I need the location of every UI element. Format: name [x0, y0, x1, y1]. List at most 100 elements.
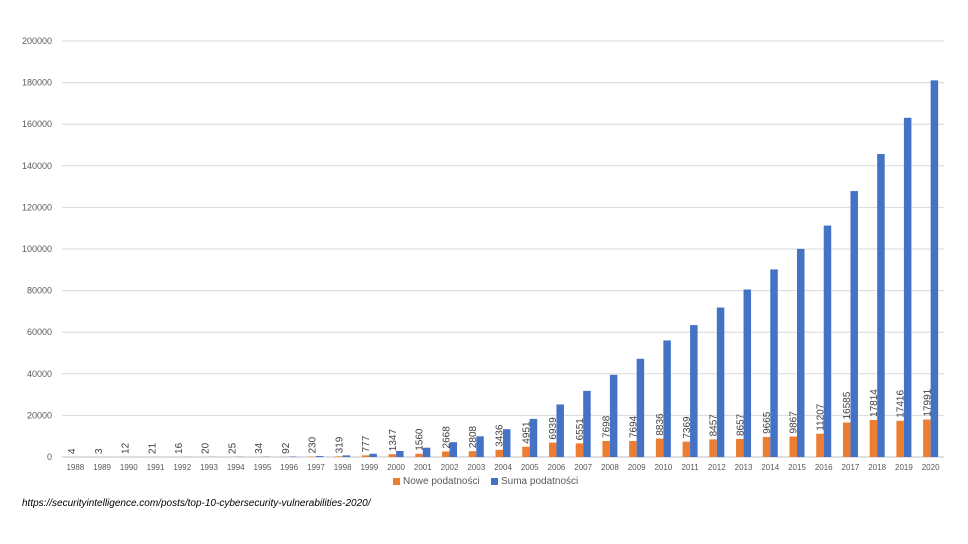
data-label: 9867: [789, 411, 800, 434]
x-tick-label: 1988: [66, 463, 84, 472]
bar-suma-podatnosci: [529, 418, 538, 457]
legend-swatch-nowe: [393, 478, 400, 485]
data-label: 7369: [682, 416, 693, 439]
legend: Nowe podatności Suma podatności: [393, 476, 578, 487]
bar-nowe-podatnosci: [522, 446, 530, 457]
x-tick-label: 2005: [521, 463, 539, 472]
x-tick-label: 2013: [735, 463, 753, 472]
y-tick-label: 20000: [27, 410, 52, 420]
data-label: 16585: [842, 391, 853, 419]
x-tick-label: 2003: [467, 463, 485, 472]
y-tick-label: 120000: [22, 202, 52, 212]
x-tick-label: 1997: [307, 463, 325, 472]
data-label: 20: [201, 442, 212, 454]
data-label: 16: [174, 442, 185, 454]
bar-suma-podatnosci: [930, 80, 939, 458]
bar-suma-podatnosci: [877, 154, 885, 457]
bar-nowe-podatnosci: [709, 439, 717, 457]
bar-nowe-podatnosci: [575, 443, 584, 457]
bars: [67, 80, 939, 458]
x-tick-label: 2006: [548, 463, 566, 472]
bar-suma-podatnosci: [315, 456, 324, 457]
data-label: 1560: [415, 428, 426, 451]
x-tick-label: 2012: [708, 463, 726, 472]
data-label: 17991: [922, 388, 933, 416]
x-tick-label: 1998: [334, 463, 352, 472]
x-tick-label: 2020: [922, 463, 940, 472]
bar-nowe-podatnosci: [388, 454, 397, 457]
source-caption: https://securityintelligence.com/posts/t…: [22, 498, 371, 509]
x-tick-label: 2000: [387, 463, 405, 472]
data-label: 2668: [441, 426, 452, 449]
bar-suma-podatnosci: [369, 453, 377, 457]
bar-suma-podatnosci: [743, 289, 752, 457]
bar-suma-podatnosci: [850, 191, 858, 457]
x-tick-label: 2007: [574, 463, 592, 472]
bar-nowe-podatnosci: [361, 455, 370, 457]
bar-nowe-podatnosci: [789, 436, 797, 457]
legend-swatch-suma: [491, 478, 498, 485]
bar-suma-podatnosci: [663, 340, 671, 457]
x-tick-label: 1993: [200, 463, 218, 472]
bar-nowe-podatnosci: [548, 442, 557, 457]
x-tick-label: 1989: [93, 463, 111, 472]
bar-suma-podatnosci: [903, 117, 912, 457]
bar-nowe-podatnosci: [682, 441, 691, 457]
data-label: 12: [121, 442, 132, 454]
data-label: 34: [254, 442, 265, 454]
bar-nowe-podatnosci: [442, 451, 450, 457]
bar-suma-podatnosci: [823, 225, 832, 457]
bar-suma-podatnosci: [556, 404, 564, 457]
x-tick-label: 2015: [788, 463, 806, 472]
x-tick-label: 2017: [842, 463, 860, 472]
data-label: 319: [334, 436, 345, 453]
x-tick-label: 2010: [654, 463, 672, 472]
data-label: 777: [361, 435, 372, 452]
data-labels: 4 3 12 21 16 20 25 34 92 230 319 777 1347 1560 2668 280…: [67, 388, 933, 454]
x-tick-label: 1992: [173, 463, 191, 472]
x-tick-label: 1990: [120, 463, 138, 472]
y-tick-label: 180000: [22, 78, 52, 88]
data-label: 11207: [815, 403, 826, 431]
y-tick-label: 160000: [22, 119, 52, 129]
x-tick-label: 1994: [227, 463, 245, 472]
data-label: 17814: [869, 389, 880, 417]
bar-nowe-podatnosci: [869, 419, 878, 457]
y-tick-label: 140000: [22, 161, 52, 171]
x-axis: 1988 1989 1990 1991 1992 1993 1994 1995 1996 1997…: [66, 463, 940, 472]
x-tick-label: 2014: [761, 463, 779, 472]
y-axis: 0 20000 40000 60000 80000 100000 120000 140000 1…: [22, 36, 52, 462]
x-tick-label: 2009: [628, 463, 646, 472]
data-label: 21: [147, 442, 158, 454]
bar-suma-podatnosci: [476, 436, 484, 457]
x-tick-label: 2019: [895, 463, 913, 472]
y-tick-label: 60000: [27, 327, 52, 337]
bar-suma-podatnosci: [342, 455, 351, 457]
bar-suma-podatnosci: [797, 248, 805, 457]
bar-nowe-podatnosci: [923, 419, 931, 457]
y-tick-label: 0: [47, 452, 52, 462]
bar-suma-podatnosci: [422, 447, 431, 457]
data-label: 92: [281, 442, 292, 454]
data-label: 8836: [655, 413, 666, 436]
data-label: 3: [94, 448, 105, 454]
data-label: 230: [308, 436, 319, 453]
data-label: 17416: [896, 390, 907, 418]
bar-suma-podatnosci: [583, 390, 591, 457]
x-tick-label: 2001: [414, 463, 432, 472]
bar-nowe-podatnosci: [468, 451, 477, 457]
legend-label-suma: Suma podatności: [501, 476, 578, 487]
data-label: 9665: [762, 411, 773, 434]
bar-nowe-podatnosci: [842, 422, 851, 457]
data-label: 6551: [575, 418, 586, 441]
y-tick-label: 200000: [22, 36, 52, 46]
data-label: 1347: [388, 429, 399, 452]
data-label: 4951: [521, 421, 532, 444]
bar-suma-podatnosci: [449, 442, 458, 457]
x-tick-label: 1995: [254, 463, 272, 472]
bar-nowe-podatnosci: [762, 436, 771, 457]
bar-nowe-podatnosci: [655, 438, 664, 457]
x-tick-label: 1996: [280, 463, 298, 472]
y-tick-label: 40000: [27, 369, 52, 379]
